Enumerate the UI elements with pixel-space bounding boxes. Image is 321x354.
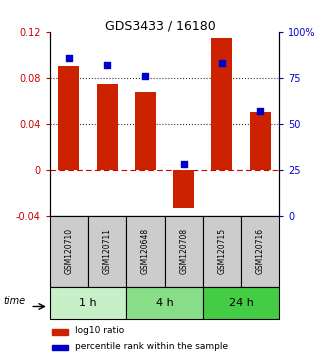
Text: percentile rank within the sample: percentile rank within the sample <box>75 342 228 352</box>
Bar <box>173 170 194 208</box>
Bar <box>250 113 271 170</box>
Point <box>257 108 263 114</box>
Point <box>181 161 186 167</box>
Text: 24 h: 24 h <box>229 298 254 308</box>
Text: time: time <box>3 296 25 306</box>
Text: GSM120710: GSM120710 <box>65 228 74 274</box>
Bar <box>52 329 68 335</box>
Point <box>66 55 72 61</box>
Bar <box>52 345 68 350</box>
Bar <box>58 67 79 170</box>
Text: log10 ratio: log10 ratio <box>75 326 124 335</box>
Text: GSM120648: GSM120648 <box>141 228 150 274</box>
Point <box>105 62 110 68</box>
Text: GSM120715: GSM120715 <box>217 228 226 274</box>
Bar <box>211 38 232 170</box>
Text: GSM120708: GSM120708 <box>179 228 188 274</box>
Text: GDS3433 / 16180: GDS3433 / 16180 <box>105 19 216 33</box>
Bar <box>97 84 118 170</box>
Text: GSM120711: GSM120711 <box>103 228 112 274</box>
Bar <box>135 92 156 170</box>
Point <box>219 60 224 66</box>
Text: GSM120716: GSM120716 <box>256 228 265 274</box>
Point <box>143 73 148 79</box>
Text: 1 h: 1 h <box>79 298 97 308</box>
Text: 4 h: 4 h <box>156 298 173 308</box>
